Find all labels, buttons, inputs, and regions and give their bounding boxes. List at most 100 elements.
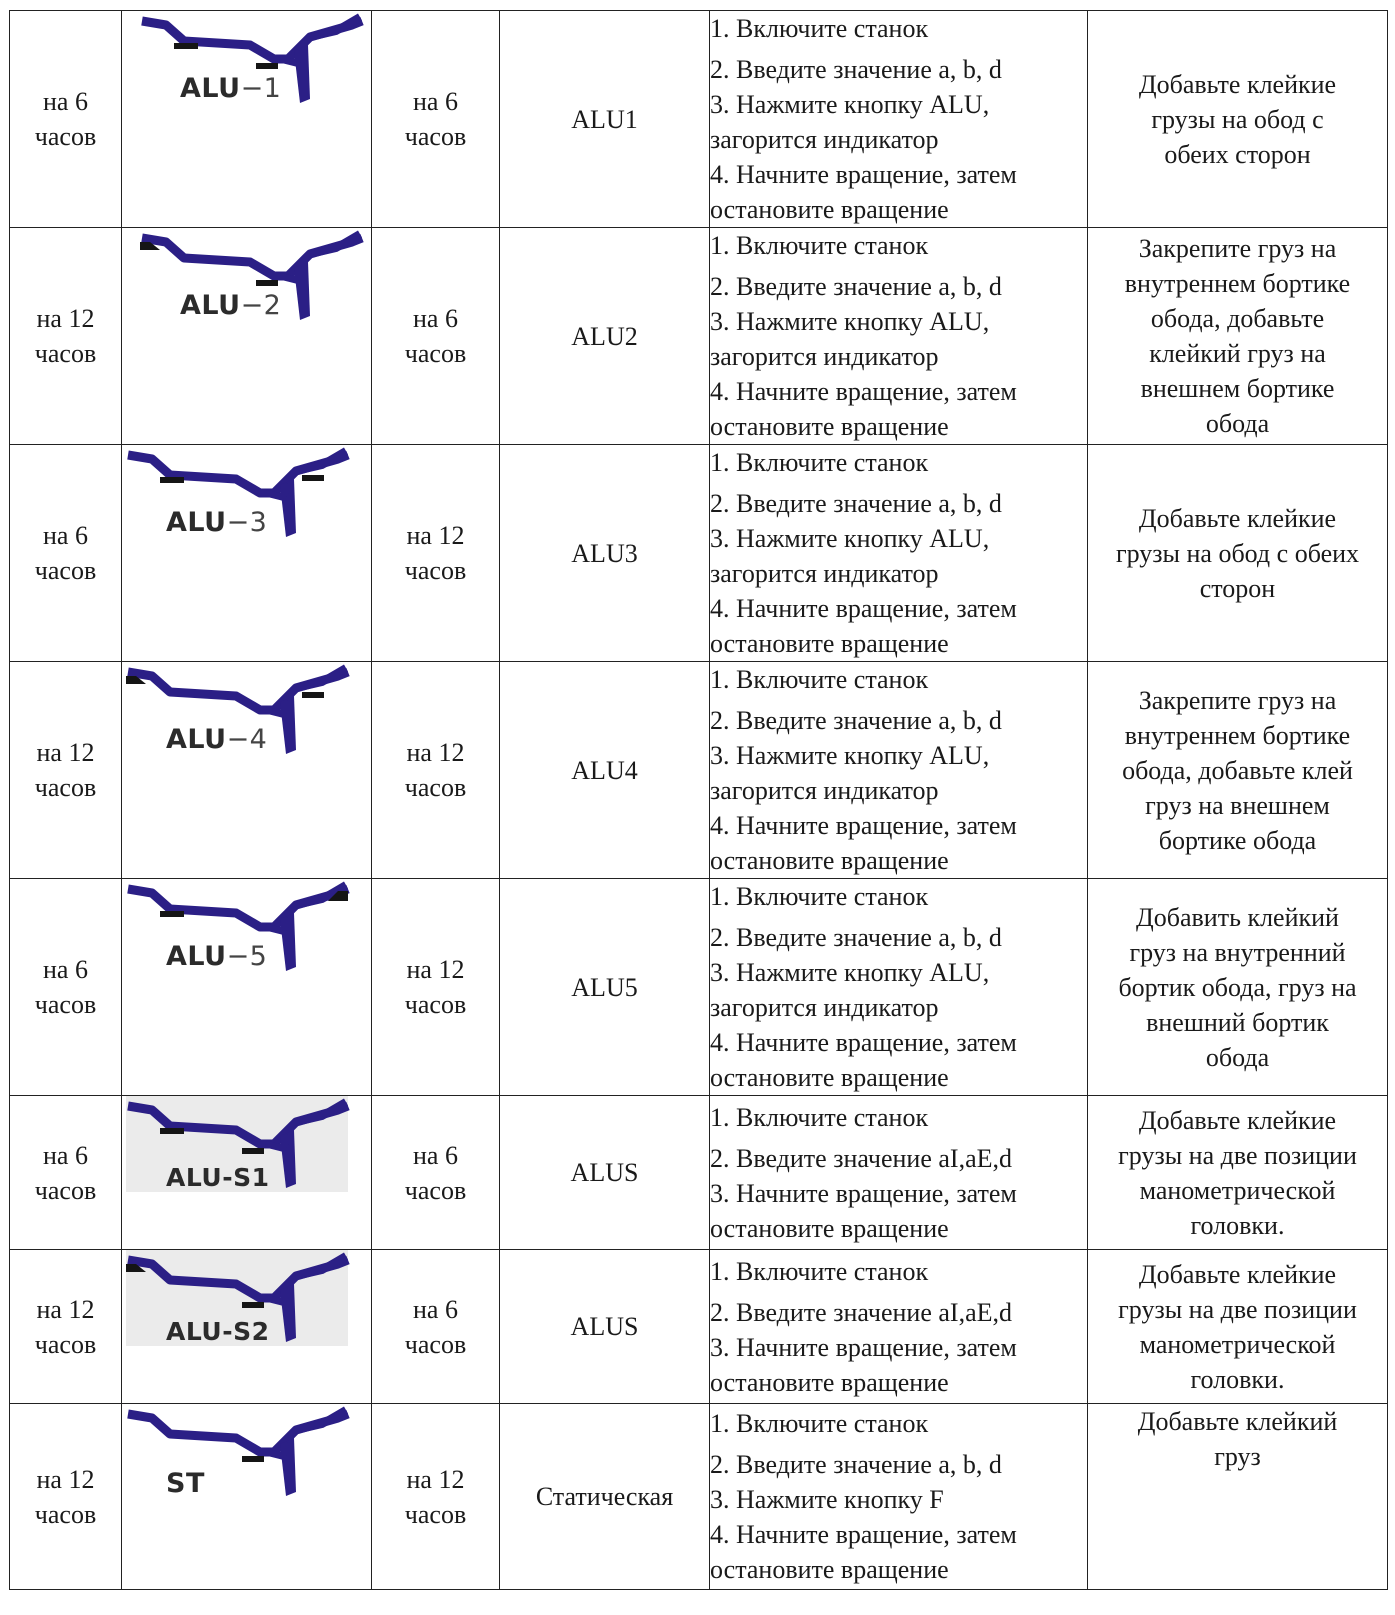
weight-instruction-line: Закрепите груз на — [1138, 234, 1337, 263]
rim-label-bold: ALU — [166, 941, 227, 972]
icon-background — [126, 1096, 348, 1192]
rim-hub — [265, 917, 293, 935]
weight-position-cell: на 12 часов — [371, 1403, 500, 1590]
weight-instruction-line: груз на внешнем — [1145, 790, 1330, 820]
rim-flange — [295, 1406, 349, 1434]
procedure-step: остановите вращение — [710, 1367, 949, 1397]
procedure-step: загорится индикатор — [710, 776, 939, 805]
procedure-step: 3. Нажмите кнопку ALU, — [710, 958, 990, 987]
procedure-steps-cell: 1. Включите станок 2. Введите значение aI… — [709, 1249, 1088, 1404]
weight-instruction-cell: Добавьте клейкие грузы на две позиции мано… — [1087, 1095, 1388, 1250]
procedure-step: 1. Включите станок — [710, 1102, 929, 1132]
balance-weight-marker — [174, 43, 198, 49]
rim-profile — [127, 1101, 350, 1149]
weight-instruction-cell: Добавьте клейкие грузы на обод с обеих сто… — [1087, 10, 1388, 228]
procedure-step: загорится индикатор — [710, 993, 939, 1022]
icon-background — [126, 1250, 348, 1346]
balance-weight-marker — [328, 891, 348, 901]
rim-label-bold: ALU — [166, 724, 227, 755]
procedure-step: 4. Начните вращение, затем — [710, 1028, 1017, 1057]
weight-position-text: на 6 — [413, 1140, 458, 1170]
weight-position-text: на 12 — [406, 955, 465, 984]
weight-instruction-cell: Добавьте клейкие грузы на обод с обеих сто… — [1087, 444, 1388, 662]
table-row: на 12 часов ALU−4 на 12 часов ALU4 1. Включите… — [9, 661, 1388, 879]
rim-icon-cell: ALU−5 — [121, 878, 372, 1096]
rim-icon-label: ALU−5 — [166, 939, 267, 974]
weight-instruction-line: Добавьте клейкий — [1137, 1407, 1338, 1436]
weight-instruction-line: грузы на две позиции — [1118, 1140, 1357, 1170]
rim-profile — [127, 1255, 350, 1303]
rim-icon-cell: ALU−4 — [121, 661, 372, 879]
procedure-step: 2. Введите значение aI,aE,d — [710, 1143, 1013, 1173]
rim-icon-label: ALU−4 — [166, 722, 267, 757]
wheel-rim-icon — [127, 447, 350, 537]
rim-icon-cell: ALU−1 — [121, 10, 372, 228]
sensor-position-text: часов — [34, 1175, 97, 1205]
procedure-steps-cell: 1. Включите станок 2. Введите значение aI… — [709, 1095, 1088, 1250]
sensor-position-text: на 6 — [43, 955, 88, 984]
weight-instruction-line: грузы на обод с — [1151, 104, 1324, 134]
procedure-step: загорится индикатор — [710, 342, 939, 371]
sensor-position-text: часов — [34, 990, 97, 1019]
rim-label-bold: ALU-S1 — [166, 1163, 270, 1192]
rim-hub — [265, 1134, 293, 1152]
table-row: на 6 часов ALU−1 на 6 часов ALU1 1. Включите с… — [9, 10, 1388, 228]
procedure-step: 3. Нажмите кнопку ALU, — [710, 90, 990, 119]
table-body: на 6 часов ALU−1 на 6 часов ALU1 1. Включите с… — [9, 10, 1388, 1590]
rim-profile — [127, 884, 350, 932]
weight-position-text: на 12 — [406, 738, 465, 767]
procedure-steps-cell: 1. Включите станок 2. Введите значение a,… — [709, 878, 1088, 1096]
balance-weight-marker — [160, 911, 184, 917]
weight-instruction-line: обода, добавьте — [1150, 304, 1325, 333]
wheel-rim-icon — [126, 664, 350, 754]
procedure-step: 1. Включите станок — [710, 231, 929, 260]
rim-label-number: −1 — [240, 73, 282, 104]
weight-instruction-line: обода — [1205, 409, 1270, 438]
rim-label-number: −4 — [226, 724, 268, 755]
rim-icon-label: ST — [166, 1466, 205, 1501]
wheel-rim-icon — [127, 1406, 350, 1496]
procedure-step: 4. Начните вращение, затем — [710, 377, 1017, 406]
procedure-step: 2. Введите значение a, b, d — [710, 489, 1002, 518]
weight-instruction-line: внешнем бортике — [1140, 374, 1335, 403]
sensor-position-cell: на 12 часов — [9, 1403, 122, 1590]
rim-icon-label: ALU−2 — [180, 288, 281, 323]
sensor-position-text: на 12 — [36, 738, 95, 767]
table-row: на 6 часов ALU-S1 на 6 часов ALUS 1. Включите … — [9, 1095, 1388, 1250]
sensor-position-text: на 12 — [36, 1464, 95, 1494]
procedure-step: загорится индикатор — [710, 125, 939, 154]
rim-hub — [265, 1288, 293, 1306]
rim-label-number: −3 — [226, 507, 268, 538]
weight-instruction-line: Добавьте клейкие — [1138, 1259, 1337, 1289]
procedure-step: 3. Нажмите кнопку ALU, — [710, 307, 990, 336]
table-row: на 6 часов ALU−3 на 12 часов ALU3 1. Включите … — [9, 444, 1388, 662]
sensor-position-cell: на 12 часов — [9, 1249, 122, 1404]
weight-instruction-line: обода, добавьте клей — [1122, 755, 1353, 785]
weight-instruction-line: головки. — [1190, 1210, 1285, 1240]
table-row: на 12 часов ALU-S2 на 6 часов ALUS 1. Включите… — [9, 1249, 1388, 1404]
balancing-mode-cell: ALU1 — [499, 10, 710, 228]
weight-instruction-line: манометрической — [1139, 1175, 1336, 1205]
procedure-step: 2. Введите значение a, b, d — [710, 923, 1002, 952]
weight-position-text: на 6 — [413, 1294, 458, 1324]
rim-flange — [295, 881, 349, 909]
rim-icon-cell: ALU-S1 — [121, 1095, 372, 1250]
procedure-steps-cell: 1. Включите станок 2. Введите значение a,… — [709, 661, 1088, 879]
balance-weight-marker — [242, 1148, 264, 1154]
sensor-position-text: на 6 — [43, 521, 88, 550]
weight-instruction-line: обеих сторон — [1164, 139, 1311, 169]
weight-instruction-line: Добавьте клейкие — [1138, 69, 1337, 99]
rim-hub — [265, 700, 293, 718]
rim-profile — [127, 667, 350, 715]
weight-position-text: часов — [404, 773, 467, 802]
procedure-step: 3. Начните вращение, затем — [710, 1332, 1017, 1362]
sensor-position-text: на 6 — [43, 1140, 88, 1170]
weight-position-text: часов — [404, 1499, 467, 1529]
procedure-steps-cell: 1. Включите станок 2. Введите значение a,… — [709, 444, 1088, 662]
balancing-mode-cell: ALUS — [499, 1095, 710, 1250]
rim-label-bold: ALU — [180, 73, 241, 104]
procedure-step: остановите вращение — [710, 1555, 949, 1584]
balance-weight-marker — [242, 1302, 264, 1308]
sensor-position-cell: на 12 часов — [9, 661, 122, 879]
balance-weight-marker — [140, 242, 160, 250]
